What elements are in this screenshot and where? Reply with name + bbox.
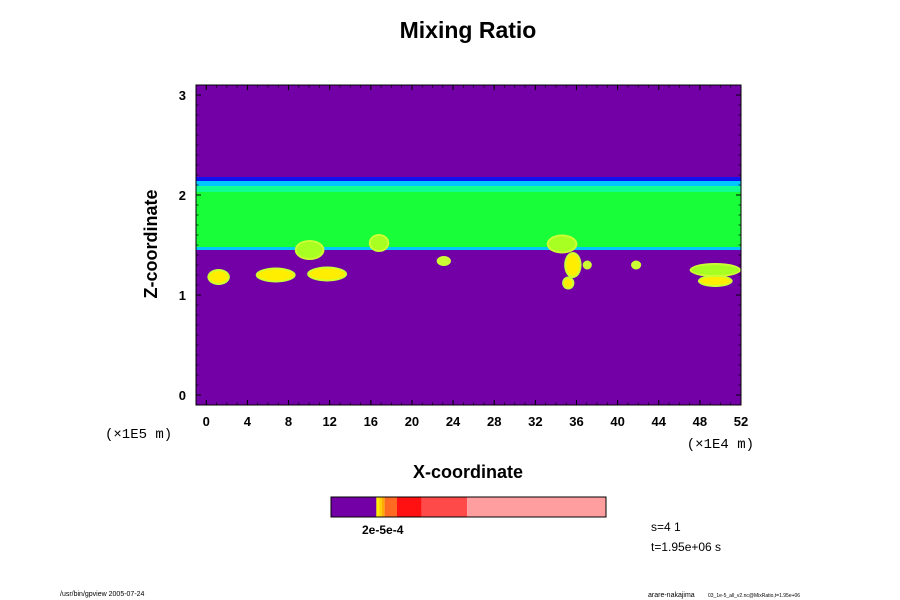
y-axis-ticks: 0 1 2 3 — [179, 88, 741, 403]
y-axis-unit: (×1E5 m) — [105, 427, 172, 443]
footer-left: /usr/bin/gpview 2005-07-24 — [60, 591, 145, 598]
cloud-patch — [566, 254, 580, 276]
layer-top-gradient — [196, 181, 741, 186]
x-tick-label: 4 — [244, 414, 252, 429]
x-axis-title: X-coordinate — [413, 462, 523, 482]
colorbar-segment — [381, 497, 385, 517]
cloud-patch — [209, 271, 228, 283]
y-axis-title: Z-coordinate — [141, 189, 161, 298]
x-tick-label: 48 — [693, 414, 707, 429]
colorbar-segment — [376, 497, 380, 517]
layer-top-transition — [196, 186, 741, 192]
x-tick-label: 16 — [364, 414, 378, 429]
cloud-patch — [633, 262, 640, 268]
layer-bottom-edge — [196, 247, 741, 250]
cloud-patch — [564, 278, 573, 288]
cloud-patch — [691, 265, 739, 275]
colorbar-segment — [397, 497, 422, 517]
cloud-patch — [257, 269, 294, 281]
t-value: t=1.95e+06 s — [651, 540, 721, 554]
y-tick-label: 1 — [179, 288, 186, 303]
y-tick-label: 0 — [179, 388, 186, 403]
y-tick-label: 2 — [179, 188, 186, 203]
x-tick-label: 52 — [734, 414, 748, 429]
colorbar-segment — [331, 497, 377, 517]
cloud-patch — [548, 236, 576, 252]
colorbar-segment — [421, 497, 468, 517]
cloud-patch — [309, 268, 346, 280]
x-axis-unit: (×1E4 m) — [687, 437, 754, 453]
x-tick-label: 0 — [203, 414, 210, 429]
colorbar-frame — [330, 496, 607, 518]
x-tick-label: 32 — [528, 414, 542, 429]
cloud-patch — [296, 242, 323, 258]
x-tick-label: 20 — [405, 414, 419, 429]
x-axis-ticks: 0 4 8 12 16 20 24 28 32 36 40 44 48 52 — [203, 85, 748, 429]
x-tick-label: 8 — [285, 414, 292, 429]
cloud-patch — [699, 277, 731, 285]
chart-title: Mixing Ratio — [400, 17, 537, 43]
cloud-patches — [207, 234, 741, 290]
layer-top-edge — [196, 177, 741, 181]
x-tick-label: 12 — [322, 414, 336, 429]
colorbar — [330, 496, 607, 518]
colorbar-segment — [379, 497, 382, 517]
x-tick-label: 36 — [569, 414, 583, 429]
x-tick-label: 44 — [652, 414, 667, 429]
x-tick-label: 28 — [487, 414, 501, 429]
plot-area — [196, 85, 741, 405]
cloud-patch — [370, 236, 388, 250]
cloud-patch — [584, 262, 590, 268]
cloud-patch — [438, 258, 449, 264]
colorbar-segment — [467, 497, 606, 517]
y-tick-label: 3 — [179, 88, 186, 103]
mixing-layer — [196, 177, 741, 250]
x-tick-label: 40 — [610, 414, 624, 429]
x-tick-label: 24 — [446, 414, 461, 429]
s-value: s=4 1 — [651, 520, 681, 534]
colorbar-segment — [384, 497, 397, 517]
footer-right-main: arare-nakajima — [648, 592, 695, 599]
colorbar-label: 2e-5e-4 — [362, 523, 404, 537]
footer-right-file: 03_1e-5_all_v2.nc@MixRatio,t=1.95e+06 — [708, 593, 800, 599]
